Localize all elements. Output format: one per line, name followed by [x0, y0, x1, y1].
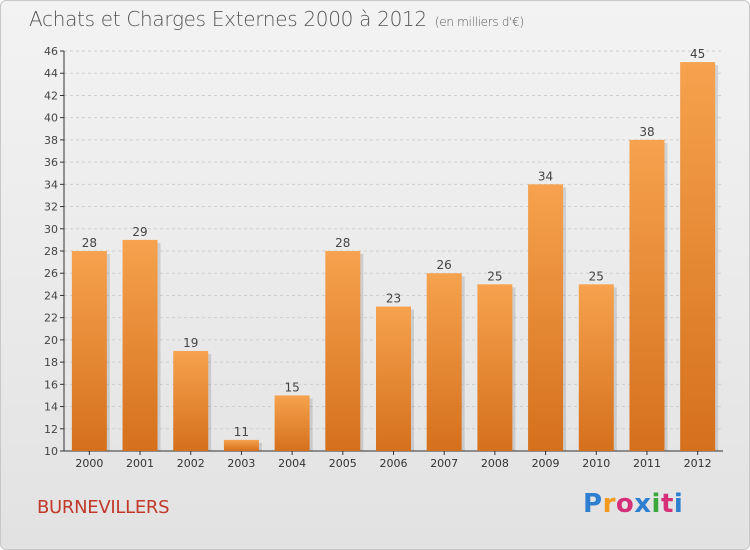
- y-tick-label: 14: [44, 401, 58, 414]
- y-tick-label: 26: [44, 267, 58, 280]
- y-tick-label: 10: [44, 445, 58, 458]
- data-label: 28: [335, 236, 350, 250]
- data-label: 23: [386, 292, 401, 306]
- data-label: 11: [234, 425, 249, 439]
- bar: [629, 139, 665, 451]
- commune-name: BURNEVILLERS: [37, 497, 170, 518]
- bar: [376, 306, 411, 451]
- y-tick-label: 44: [44, 67, 58, 80]
- y-tick-label: 28: [44, 245, 58, 258]
- bar: [426, 273, 462, 451]
- y-tick-label: 12: [44, 423, 58, 436]
- bar: [528, 184, 564, 452]
- data-label: 45: [690, 47, 705, 61]
- logo-letter: o: [615, 489, 635, 519]
- bar: [680, 62, 716, 451]
- y-tick-label: 36: [44, 156, 58, 169]
- chart-subtitle: (en milliers d'€): [434, 15, 524, 29]
- data-label: 19: [183, 336, 198, 350]
- data-label: 26: [437, 258, 452, 272]
- chart-title: Achats et Charges Externes 2000 à 2012 (e…: [29, 7, 524, 31]
- x-tick-label: 2007: [430, 457, 458, 470]
- y-tick-label: 22: [44, 312, 58, 325]
- y-tick-label: 20: [44, 334, 58, 347]
- y-tick-label: 46: [44, 45, 58, 58]
- y-tick-label: 40: [44, 112, 58, 125]
- y-tick-label: 34: [44, 178, 58, 191]
- x-tick-label: 2004: [278, 457, 306, 470]
- y-tick-label: 32: [44, 201, 58, 214]
- bar: [578, 284, 614, 451]
- logo-letter: r: [602, 489, 616, 519]
- y-tick-label: 16: [44, 378, 58, 391]
- x-tick-label: 2006: [380, 457, 408, 470]
- y-tick-label: 30: [44, 223, 58, 236]
- logo-letter: x: [634, 489, 652, 519]
- logo-letter: i: [673, 489, 684, 519]
- x-tick-label: 2008: [481, 457, 509, 470]
- bar: [223, 439, 259, 451]
- x-tick-label: 2003: [227, 457, 255, 470]
- x-tick-label: 2012: [684, 457, 712, 470]
- bar: [477, 284, 513, 451]
- chart-title-text: Achats et Charges Externes 2000 à 2012: [29, 7, 427, 31]
- bar: [71, 251, 107, 451]
- y-tick-label: 24: [44, 289, 58, 302]
- x-tick-label: 2000: [75, 457, 103, 470]
- data-label: 28: [82, 236, 97, 250]
- bar: [325, 251, 361, 451]
- logo-letter: i: [651, 489, 661, 519]
- data-label: 34: [538, 169, 553, 183]
- data-label: 25: [487, 269, 502, 283]
- proxiti-logo: Proxiti: [583, 489, 683, 519]
- bar: [173, 351, 209, 451]
- data-label: 25: [589, 269, 604, 283]
- bar: [274, 395, 310, 451]
- bar: [122, 239, 158, 451]
- data-label: 15: [284, 380, 299, 394]
- data-label: 29: [132, 225, 147, 239]
- x-tick-label: 2011: [633, 457, 661, 470]
- x-tick-label: 2010: [582, 457, 610, 470]
- x-tick-label: 2001: [126, 457, 154, 470]
- logo-letter: t: [660, 489, 674, 519]
- x-tick-label: 2009: [532, 457, 560, 470]
- y-tick-label: 18: [44, 356, 58, 369]
- y-tick-label: 38: [44, 134, 58, 147]
- logo-letter: P: [583, 489, 603, 519]
- data-label: 38: [639, 125, 654, 139]
- x-tick-label: 2005: [329, 457, 357, 470]
- y-tick-label: 42: [44, 89, 58, 102]
- x-tick-label: 2002: [177, 457, 205, 470]
